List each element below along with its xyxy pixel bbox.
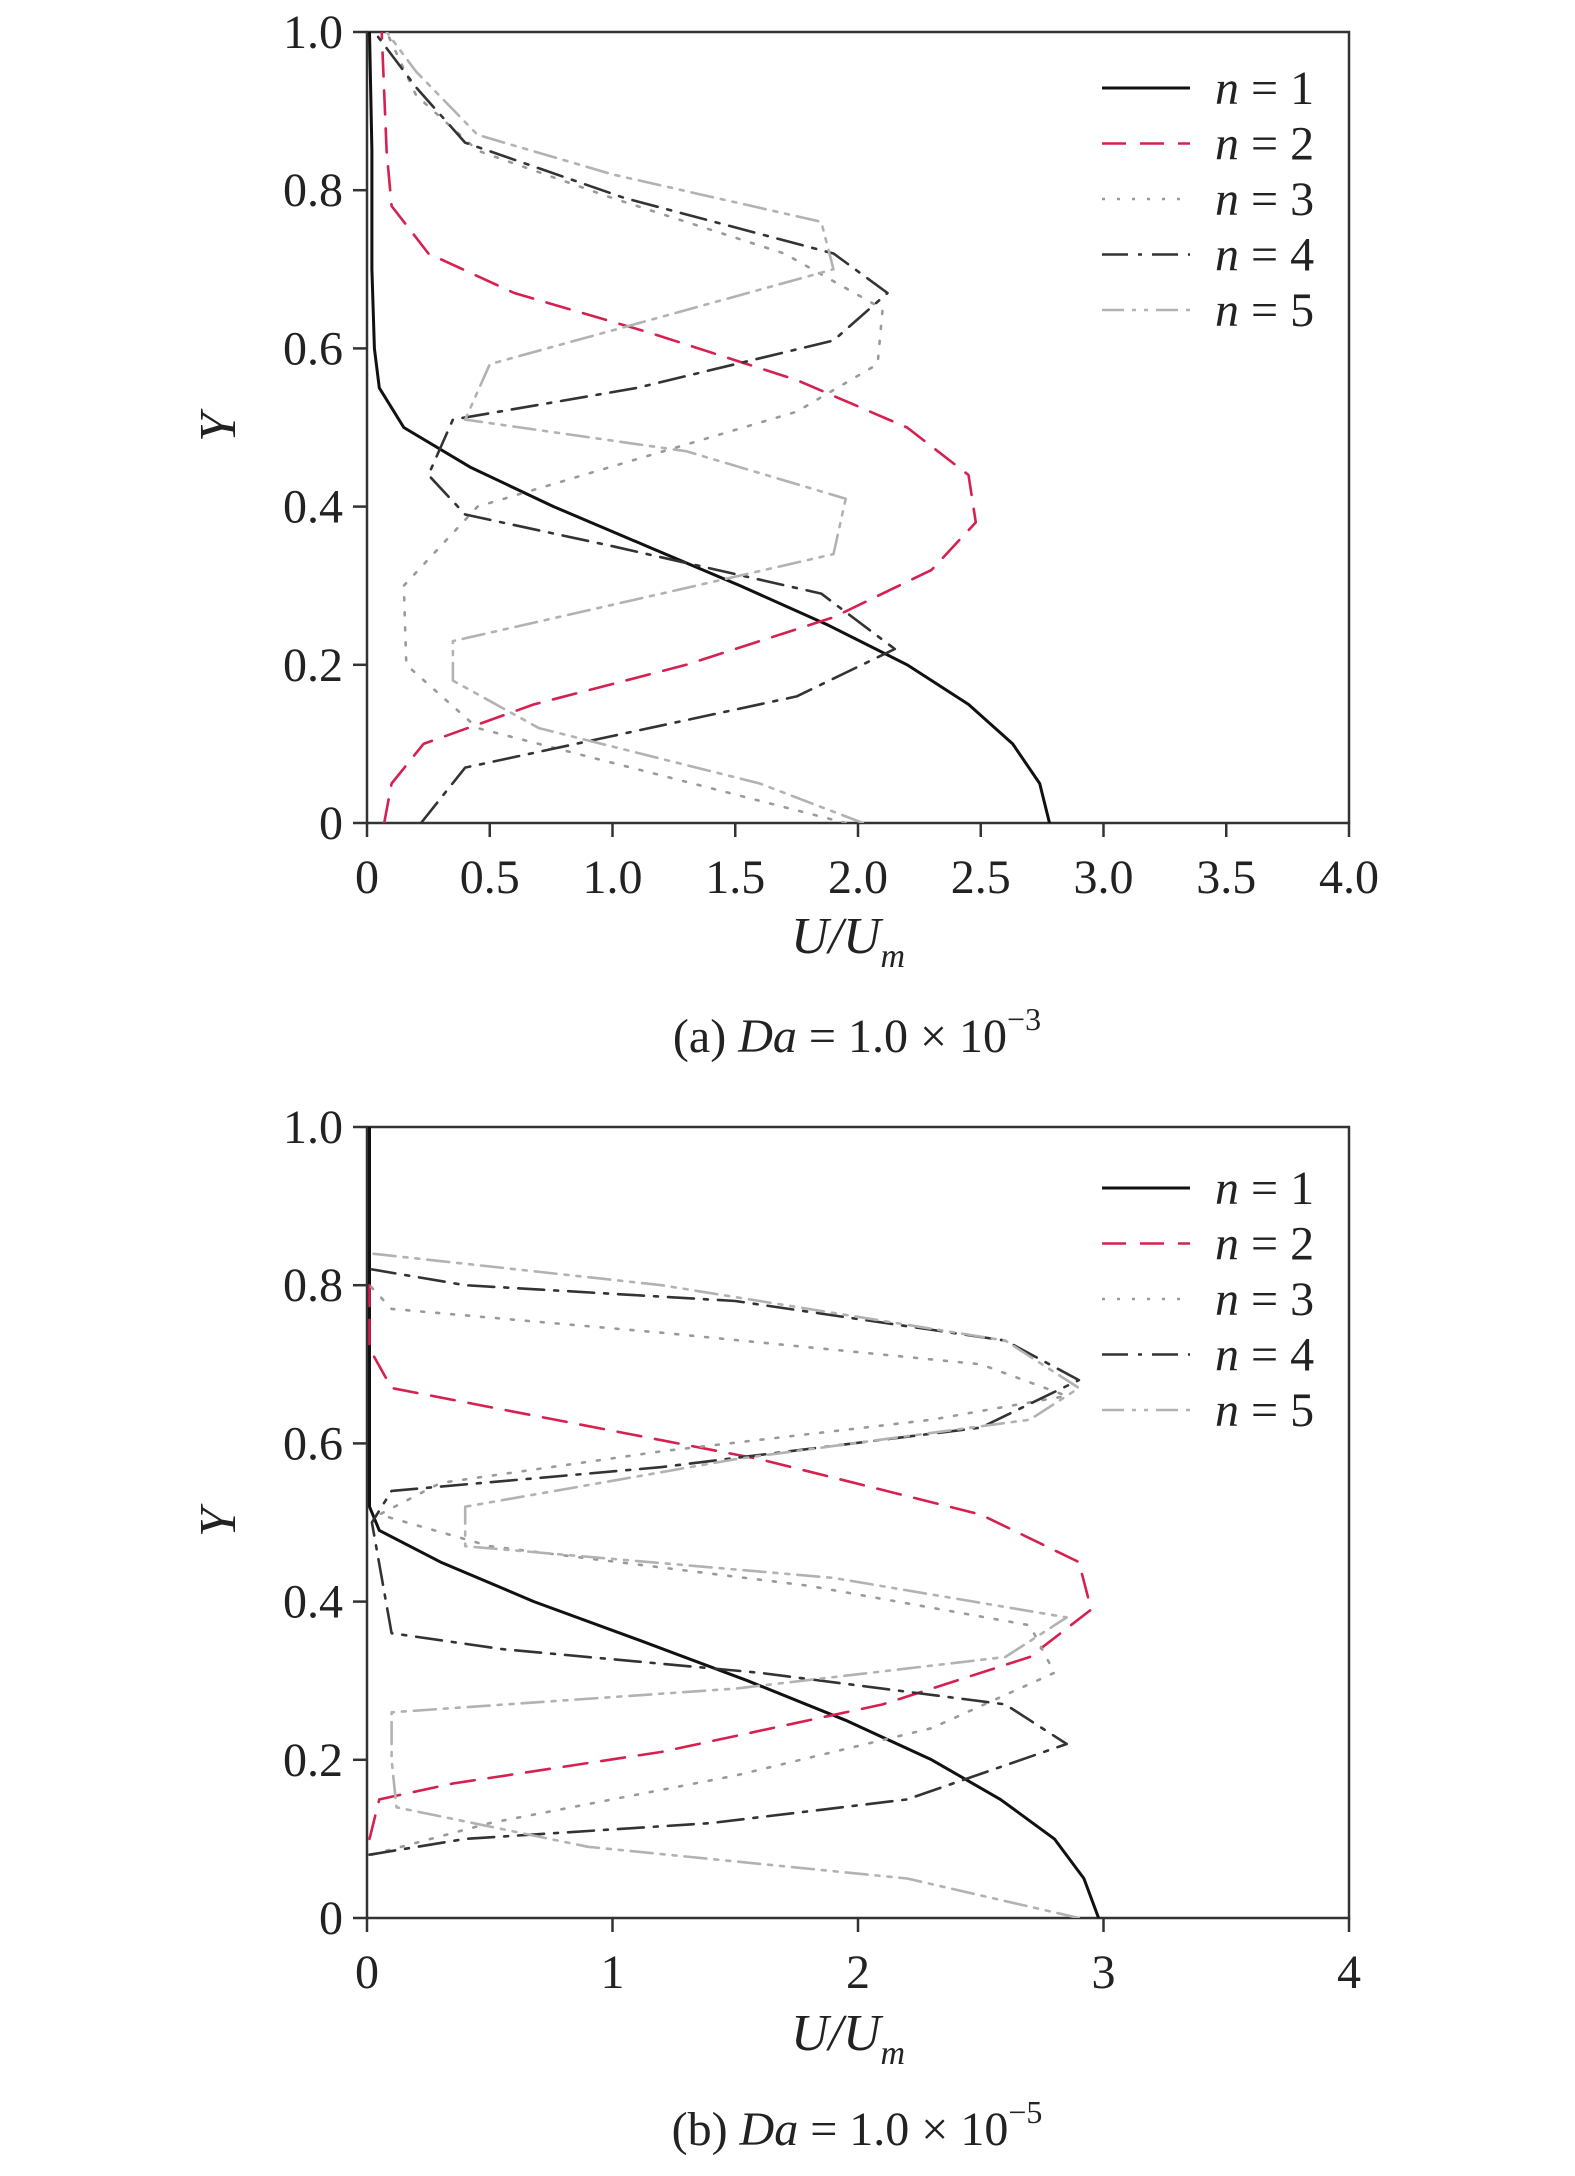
chart-b-legend-label-value: = 4 [1239, 1329, 1314, 1382]
chart-a-x-tick-label: 0.5 [460, 851, 520, 904]
chart-b-series-line-n3 [368, 1283, 1068, 1857]
chart-a-caption: (a) Da = 1.0 × 10−3 [673, 1001, 1041, 1063]
chart-a-legend-label-value: = 4 [1239, 229, 1314, 282]
chart-b-x-axis-title-sub: m [881, 2035, 906, 2072]
chart-b-legend-label-n1: n = 1 [1215, 1162, 1314, 1215]
chart-b: 0 1 2 3 4 0 0.2 0.4 0.6 0.8 1.0 Y U/Um (b) Da = 1.0 ×… [0, 1095, 1575, 2176]
chart-a-legend-label-n5: n = 5 [1215, 284, 1314, 337]
chart-a-x-axis-title-main: U/U [791, 908, 884, 965]
chart-a-legend-label-n2: n = 2 [1215, 118, 1314, 171]
chart-a-legend-label-var: n [1215, 62, 1239, 115]
chart-b-series-group [368, 1127, 1101, 1918]
chart-b-x-tick-label: 3 [1092, 1946, 1116, 1999]
chart-a-legend-label-var: n [1215, 118, 1239, 171]
chart-a-series-line-n5 [385, 32, 865, 823]
chart-b-y-axis-title: Y [190, 1503, 247, 1537]
chart-b-legend-label-value: = 3 [1239, 1273, 1314, 1326]
chart-a-x-tick-label: 4.0 [1319, 851, 1379, 904]
chart-b-legend-label-var: n [1215, 1384, 1239, 1437]
chart-a-x-tick-label: 2.5 [951, 851, 1011, 904]
chart-b-series-line-n5 [370, 1252, 1081, 1918]
chart-a-legend-label-var: n [1215, 229, 1239, 282]
chart-a-caption-var: Da [737, 1010, 797, 1063]
chart-b-x-tick-label: 1 [601, 1946, 625, 1999]
chart-a-legend-label-value: = 5 [1239, 284, 1314, 337]
chart-b-series-line-n2 [368, 1283, 1093, 1841]
chart-b-series-line-n4 [368, 1268, 1081, 1857]
chart-b-legend-label-n5: n = 5 [1215, 1384, 1314, 1437]
chart-b-x-tick-label: 0 [355, 1946, 379, 1999]
chart-b-x-axis-title-main: U/U [791, 2005, 884, 2062]
chart-b-y-tick-label: 1.0 [283, 1101, 343, 1154]
chart-b-plot-frame [365, 1125, 1351, 1920]
chart-b-legend-label-value: = 2 [1239, 1218, 1314, 1271]
chart-b-caption-var: Da [739, 2103, 799, 2156]
chart-a-series-group [368, 32, 1051, 823]
chart-b-legend-label-var: n [1215, 1218, 1239, 1271]
chart-a-y-tick-label: 0.8 [283, 164, 343, 217]
chart-a-x-tick-label: 1.0 [583, 851, 643, 904]
chart-b-y-tick-label: 0 [319, 1892, 343, 1945]
chart-b-y-tick-label: 0.8 [283, 1259, 343, 1312]
chart-b-y-tick-label: 0.4 [283, 1576, 343, 1629]
chart-b-legend-label-var: n [1215, 1162, 1239, 1215]
chart-b-y-tick-label: 0.2 [283, 1734, 343, 1787]
chart-a-y-tick-label: 0.6 [283, 322, 343, 375]
chart-b-x-tick-label: 4 [1337, 1946, 1361, 1999]
chart-a-series-line-n4 [373, 32, 897, 823]
chart-a-y-tick-label: 0.4 [283, 481, 343, 534]
chart-a-series-line-n1 [368, 32, 1051, 823]
chart-a-x-tick-label: 3.5 [1196, 851, 1256, 904]
chart-a-x-axis-title: U/Um [791, 908, 905, 975]
chart-a-y-tick-label: 0.2 [283, 639, 343, 692]
chart-a-svg: 0 0.5 1.0 1.5 2.0 2.5 3.0 3.5 4.0 0 0.2 0.4 0.6 0.8 1.… [190, 6, 1379, 1063]
chart-b-x-axis-title: U/Um [791, 2005, 905, 2072]
chart-a-x-tick-label: 1.5 [705, 851, 765, 904]
chart-a-caption-prefix: (a) [673, 1010, 738, 1063]
chart-b-legend-label-n3: n = 3 [1215, 1273, 1314, 1326]
chart-a-legend-label-value: = 3 [1239, 173, 1314, 226]
chart-b-caption-exp: −5 [1008, 2094, 1042, 2130]
chart-a-legend-label-value: = 2 [1239, 118, 1314, 171]
chart-b-legend-label-var: n [1215, 1273, 1239, 1326]
chart-a: 0 0.5 1.0 1.5 2.0 2.5 3.0 3.5 4.0 0 0.2 0.4 0.6 0.8 1.… [190, 6, 1379, 1063]
chart-a-legend-label-n3: n = 3 [1215, 173, 1314, 226]
chart-b-y-tick-label: 0.6 [283, 1417, 343, 1470]
chart-a-legend-label-value: = 1 [1239, 62, 1314, 115]
chart-a-x-tick-label: 0 [355, 851, 379, 904]
chart-a-legend-label-n1: n = 1 [1215, 62, 1314, 115]
chart-a-series-line-n3 [385, 32, 884, 823]
chart-b-series-line-n1 [368, 1127, 1101, 1918]
chart-b-svg: 0 1 2 3 4 0 0.2 0.4 0.6 0.8 1.0 Y U/Um (b) Da = 1.0 ×… [190, 1101, 1361, 2156]
chart-a-caption-exp: −3 [1007, 1001, 1041, 1037]
chart-b-legend-label-value: = 1 [1239, 1162, 1314, 1215]
chart-b-caption: (b) Da = 1.0 × 10−5 [672, 2094, 1043, 2156]
chart-a-caption-middle: = 1.0 × 10 [797, 1010, 1007, 1063]
chart-b-legend-label-n2: n = 2 [1215, 1218, 1314, 1271]
chart-a-x-tick-label: 3.0 [1074, 851, 1134, 904]
chart-b-legend-label-value: = 5 [1239, 1384, 1314, 1437]
chart-b-caption-prefix: (b) [672, 2103, 740, 2156]
chart-b-caption-middle: = 1.0 × 10 [798, 2103, 1008, 2156]
chart-a-x-tick-label: 2.0 [828, 851, 888, 904]
chart-a-y-tick-label: 1.0 [283, 6, 343, 59]
chart-b-x-tick-label: 2 [846, 1946, 870, 1999]
chart-a-x-axis-title-sub: m [881, 938, 906, 975]
chart-a-y-tick-label: 0 [319, 797, 343, 850]
chart-a-y-axis-title: Y [190, 408, 247, 442]
chart-b-legend-label-var: n [1215, 1329, 1239, 1382]
chart-a-legend-label-var: n [1215, 173, 1239, 226]
chart-a-series-line-n2 [380, 32, 978, 823]
chart-a-legend-label-var: n [1215, 284, 1239, 337]
chart-b-legend-label-n4: n = 4 [1215, 1329, 1314, 1382]
chart-a-legend-label-n4: n = 4 [1215, 229, 1314, 282]
